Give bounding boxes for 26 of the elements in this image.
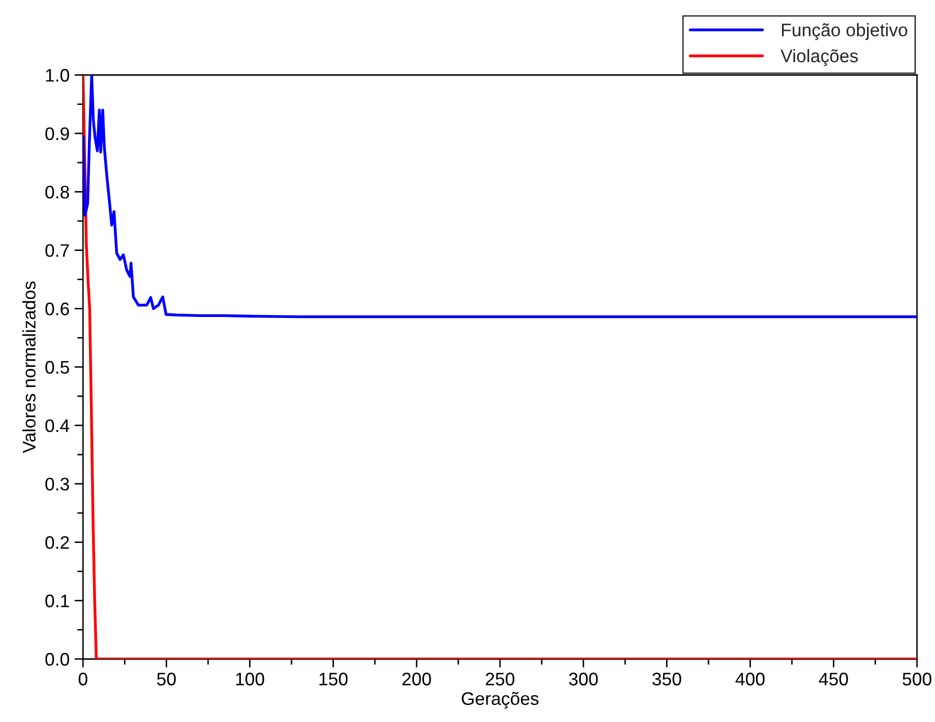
y-axis-title: Valores normalizados [22, 282, 36, 454]
x-tick-label: 450 [818, 672, 848, 686]
y-tick-label: 0.1 [45, 594, 69, 608]
y-tick-label: 0.3 [45, 478, 70, 491]
y-tick-label: 0.0 [45, 652, 70, 666]
y-tick-label: 0.5 [45, 360, 70, 374]
x-tick-label: 350 [652, 672, 682, 686]
legend-label: Violações [780, 49, 858, 66]
x-tick-label: 200 [402, 672, 431, 686]
x-tick-label: 50 [157, 672, 176, 686]
x-tick-label: 150 [320, 672, 348, 686]
x-tick-label: 400 [736, 672, 765, 686]
x-tick-label: 250 [486, 672, 514, 686]
x-tick-label: 0 [78, 672, 88, 686]
x-tick-label: 100 [236, 672, 264, 686]
x-tick-label: 500 [902, 672, 932, 686]
y-tick-label: 1.0 [46, 68, 70, 82]
x-tick-label: 300 [569, 672, 598, 686]
y-tick-label: 0.4 [45, 419, 70, 432]
y-tick-label: 0.2 [45, 536, 69, 549]
y-tick-label: 0.9 [45, 127, 69, 140]
x-axis-title: Gerações [462, 692, 538, 709]
y-tick-label: 0.7 [45, 244, 69, 257]
y-tick-label: 0.6 [45, 302, 70, 316]
y-tick-label: 0.8 [45, 186, 70, 199]
legend-label: Função objetivo [782, 23, 908, 40]
